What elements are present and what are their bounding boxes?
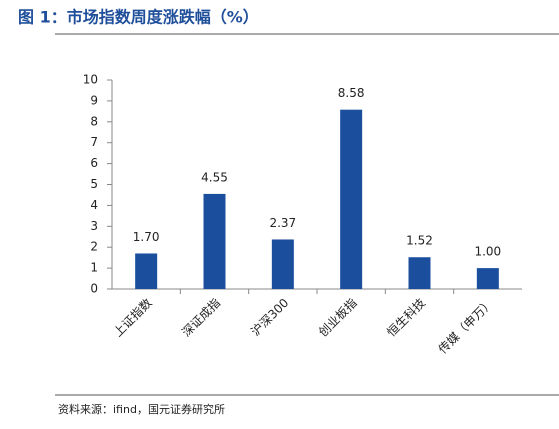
x-tick-label: 深证成指 — [179, 295, 224, 340]
x-tick-label: 传媒（申万） — [435, 295, 497, 357]
bar — [340, 109, 363, 289]
x-tick-label: 创业板指 — [315, 295, 360, 340]
y-tick-label: 7 — [90, 135, 98, 149]
value-label: 2.37 — [269, 216, 296, 230]
bar — [408, 257, 431, 289]
y-tick-label: 1 — [90, 261, 98, 275]
x-tick-label: 恒生科技 — [384, 296, 428, 340]
y-tick-label: 3 — [90, 219, 98, 233]
y-tick-label: 5 — [90, 177, 98, 191]
x-tick-label: 上证指数 — [110, 295, 155, 340]
value-label: 4.55 — [201, 170, 228, 184]
y-tick-label: 6 — [90, 156, 98, 170]
source-note: 资料来源：ifind，国元证券研究所 — [58, 402, 225, 416]
value-label: 1.52 — [406, 234, 433, 248]
y-tick-label: 4 — [90, 198, 98, 212]
value-label: 8.58 — [338, 86, 365, 100]
y-tick-label: 8 — [90, 114, 98, 128]
y-tick-label: 0 — [90, 282, 98, 296]
bar — [271, 239, 294, 289]
value-label: 1.70 — [133, 230, 160, 244]
bar — [203, 193, 226, 289]
y-tick-label: 9 — [90, 93, 98, 107]
chart-title: 图 1：市场指数周度涨跌幅（%） — [18, 8, 259, 27]
value-label: 1.00 — [474, 245, 501, 259]
bar — [135, 253, 158, 289]
x-tick-label: 沪深300 — [248, 296, 291, 339]
y-tick-label: 10 — [83, 73, 98, 87]
y-tick-label: 2 — [90, 240, 98, 254]
bar — [476, 268, 499, 289]
